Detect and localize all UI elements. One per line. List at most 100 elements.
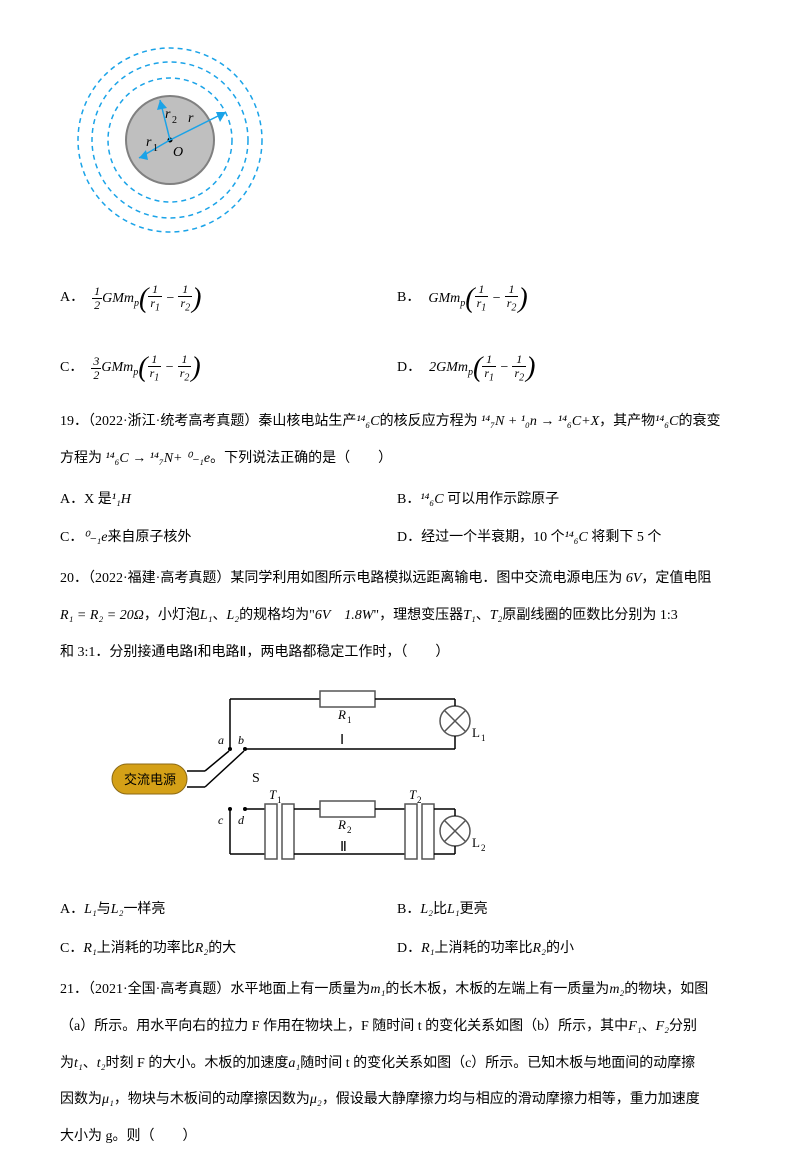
svg-text:R: R <box>337 707 346 722</box>
q20-d-r1: R₁ <box>421 941 434 956</box>
q20-c-r2: R₂ <box>195 941 208 956</box>
svg-text:S: S <box>252 771 260 786</box>
q20-c-mid: 上消耗的功率比 <box>97 941 195 956</box>
q20-l2-3: 的规格均为" <box>239 608 315 623</box>
svg-text:Ⅱ: Ⅱ <box>340 840 347 855</box>
q21-line4: 因数为μ₁，物块与木板间的动摩擦因数为μ₂，假设最大静摩擦力均与相应的滑动摩擦力… <box>60 1085 734 1116</box>
atom-orbit-diagram: O r 1 r 2 r <box>70 40 734 253</box>
q19-iso-c2: ¹⁴₆C <box>655 414 678 429</box>
q21-t1: t₁ <box>74 1056 83 1071</box>
q20-l2-4: "，理想变压器 <box>373 608 463 623</box>
q21-l3-1: 为 <box>60 1056 74 1071</box>
svg-text:2: 2 <box>172 115 177 126</box>
q20-r: R₁ = R₂ = 20Ω <box>60 608 144 623</box>
q19-c: C． <box>60 530 83 545</box>
q21-l3-2: 时刻 F 的大小。木板的加速度 <box>106 1056 289 1071</box>
q19-decay: ¹⁴₆C → ¹⁴₇N+ ⁰₋₁e <box>106 451 211 466</box>
svg-text:2: 2 <box>417 795 422 805</box>
svg-text:c: c <box>218 813 224 827</box>
q19-text-3: ，其产物 <box>599 414 655 429</box>
q20-stem-3: 和 3:1．分别接通电路Ⅰ和电路Ⅱ，两电路都稳定工作时，（ ） <box>60 638 734 669</box>
q20-a-text: 一样亮 <box>123 902 165 917</box>
option-b-formula: GMmp(1r1 − 1r2) <box>428 268 527 330</box>
q21-l1-2: 的长木板，木板的左端上有一质量为 <box>385 982 609 997</box>
q21-line3: 为t₁、t₂时刻 F 的大小。木板的加速度a₁随时间 t 的变化关系如图（c）所… <box>60 1049 734 1080</box>
q19-text-4: 的衰变 <box>678 414 720 429</box>
option-d-formula: 2GMmp(1r1 − 1r2) <box>429 337 535 399</box>
q20-text-1: 20．（2022·福建·高考真题）某同学利用如图所示电路模拟远距离输电．图中交流… <box>60 571 622 586</box>
q21-m1: m₁ <box>370 982 385 997</box>
q19-stem: 19．（2022·浙江·统考高考真题）秦山核电站生产¹⁴₆C的核反应方程为 ¹⁴… <box>60 407 734 438</box>
q20-b-l1: L₁ <box>447 902 460 917</box>
q19-c-iso: ⁰₋₁e <box>83 530 107 545</box>
q21-f2: F₂ <box>656 1019 669 1034</box>
q20-volt: 6V <box>626 571 642 586</box>
q19-reaction: ¹⁴₇N + ¹₀n → ¹⁴₆C+X <box>481 414 599 429</box>
q21-a1: a₁ <box>288 1056 300 1071</box>
q21-l5: 大小为 g。则（ ） <box>60 1129 197 1144</box>
q21-l2-2: 分别 <box>669 1019 697 1034</box>
option-d-label: D． <box>397 353 421 384</box>
svg-text:1: 1 <box>277 795 282 805</box>
q21-t2: t₂ <box>97 1056 106 1071</box>
option-a-label: A． <box>60 283 84 314</box>
svg-text:r: r <box>146 135 152 150</box>
q19-a: A．X 是 <box>60 492 112 507</box>
q20-b-l2: L₂ <box>420 902 433 917</box>
q20-c-pre: C． <box>60 941 83 956</box>
svg-text:Ⅰ: Ⅰ <box>340 733 344 748</box>
svg-text:L: L <box>472 725 480 740</box>
q20-d-mid: 上消耗的功率比 <box>435 941 533 956</box>
q21-line5: 大小为 g。则（ ） <box>60 1122 734 1153</box>
q19-l2-1: 方程为 <box>60 451 102 466</box>
option-a-formula: 12GMmp(1r1 − 1r2) <box>92 268 201 330</box>
q20-t2: T₂ <box>490 608 503 623</box>
svg-text:L: L <box>472 835 480 850</box>
svg-text:T: T <box>269 787 277 802</box>
svg-text:2: 2 <box>347 825 352 835</box>
q19-stem-line2: 方程为 ¹⁴₆C → ¹⁴₇N+ ⁰₋₁e。下列说法正确的是（ ） <box>60 444 734 475</box>
q20-a-l1: L₁ <box>84 902 97 917</box>
svg-text:r: r <box>188 111 194 126</box>
q21-mu1: μ₁ <box>102 1092 114 1107</box>
q19-d-text: 将剩下 5 个 <box>591 530 661 545</box>
q20-spec: 6V 1.8W <box>315 608 373 623</box>
q20-a-l2: L₂ <box>111 902 124 917</box>
q20-l1: L₁ <box>200 608 213 623</box>
q19-c-text: 来自原子核外 <box>107 530 191 545</box>
svg-text:2: 2 <box>481 843 486 853</box>
q19-iso-c: ¹⁴₆C <box>356 414 379 429</box>
q19-b-text: 可以用作示踪原子 <box>447 492 559 507</box>
q20-text-2: ，定值电阻 <box>641 571 711 586</box>
circuit-source-label: 交流电源 <box>124 772 176 787</box>
q20-c-r1: R₁ <box>83 941 96 956</box>
svg-text:a: a <box>218 733 224 747</box>
q20-a-pre: A． <box>60 902 84 917</box>
q21-line1: 21．（2021·全国·高考真题）水平地面上有一质量为m₁的长木板，木板的左端上… <box>60 975 734 1006</box>
svg-text:R: R <box>337 817 346 832</box>
q19-text-2: 的核反应方程为 <box>380 414 478 429</box>
option-c-formula: 32GMmp(1r1 − 1r2) <box>91 337 200 399</box>
q19-b-iso: ¹⁴₆C <box>420 492 443 507</box>
q20-l3: 和 3:1．分别接通电路Ⅰ和电路Ⅱ，两电路都稳定工作时，（ ） <box>60 645 449 660</box>
svg-text:1: 1 <box>481 733 486 743</box>
q21-l4-1: 因数为 <box>60 1092 102 1107</box>
q21-m2: m₂ <box>609 982 624 997</box>
q20-b-text: 更亮 <box>460 902 488 917</box>
q19-d-iso: ¹⁴₆C <box>565 530 588 545</box>
q19-d: D．经过一个半衰期，10 个 <box>397 530 565 545</box>
q21-l4-3: ，假设最大静摩擦力均与相应的滑动摩擦力相等，重力加速度 <box>322 1092 700 1107</box>
q20-l2: L₂ <box>227 608 240 623</box>
q21-f1: F₁ <box>628 1019 641 1034</box>
svg-text:T: T <box>409 787 417 802</box>
q19-l2-2: 。下列说法正确的是（ ） <box>210 451 392 466</box>
svg-text:1: 1 <box>153 143 158 154</box>
q20-c-end: 的大 <box>208 941 236 956</box>
q20-d-r2: R₂ <box>533 941 546 956</box>
q18-options-row-2: C． 32GMmp(1r1 − 1r2) D． 2GMmp(1r1 − 1r2) <box>60 337 734 399</box>
svg-text:b: b <box>238 733 244 747</box>
option-c-label: C． <box>60 353 83 384</box>
q21-l1-1: 21．（2021·全国·高考真题）水平地面上有一质量为 <box>60 982 370 997</box>
svg-text:r: r <box>165 107 171 122</box>
q20-d-end: 的小 <box>546 941 574 956</box>
